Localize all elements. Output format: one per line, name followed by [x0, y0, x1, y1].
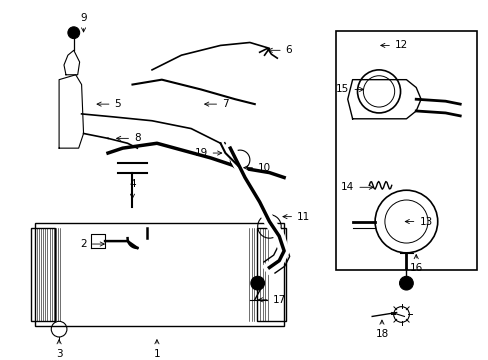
Text: 3: 3 — [56, 340, 62, 359]
Text: 10: 10 — [244, 163, 270, 173]
Circle shape — [399, 276, 412, 290]
Text: 13: 13 — [405, 216, 432, 226]
Bar — [335, 31, 476, 270]
Bar — [31, 228, 55, 321]
Text: 5: 5 — [97, 99, 121, 109]
Text: 17: 17 — [258, 295, 285, 305]
Text: 8: 8 — [116, 133, 141, 143]
Text: 1: 1 — [153, 340, 160, 359]
Text: 16: 16 — [409, 255, 422, 274]
Text: 11: 11 — [283, 212, 310, 222]
Bar — [256, 228, 285, 321]
Text: 14: 14 — [341, 182, 373, 192]
Text: 6: 6 — [268, 45, 292, 55]
Bar — [35, 224, 284, 326]
Text: 19: 19 — [194, 148, 221, 158]
Text: 7: 7 — [204, 99, 228, 109]
Text: 18: 18 — [375, 320, 388, 339]
Text: 4: 4 — [129, 179, 136, 198]
Circle shape — [68, 27, 80, 39]
Text: 9: 9 — [80, 13, 87, 32]
Circle shape — [250, 276, 264, 290]
Text: 2: 2 — [80, 239, 104, 249]
Text: 15: 15 — [336, 85, 363, 94]
Text: 12: 12 — [380, 40, 407, 50]
